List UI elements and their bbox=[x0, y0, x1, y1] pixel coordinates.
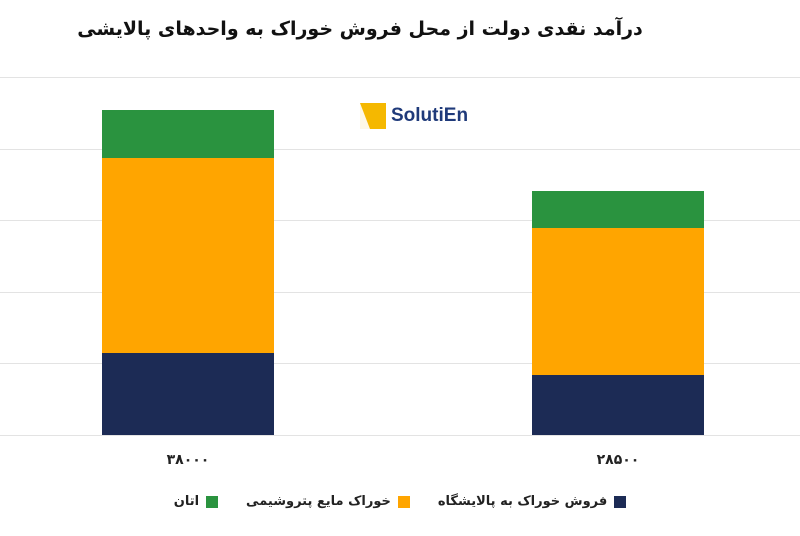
gridline bbox=[0, 291, 800, 293]
gridline bbox=[0, 435, 800, 436]
legend-swatch-icon bbox=[206, 495, 219, 508]
legend-swatch-icon bbox=[614, 495, 627, 508]
legend: فروش خوراک به پالایشگاه خوراک مایع پتروشی… bbox=[0, 494, 800, 509]
x-axis-label: ۳۸۰۰۰ bbox=[166, 452, 210, 468]
legend-item: خوراک مایع پتروشیمی bbox=[246, 494, 410, 509]
stacked-bar bbox=[102, 109, 274, 435]
legend-label: اتان bbox=[173, 494, 200, 509]
plot-area bbox=[0, 77, 800, 436]
watermark-text: SolutiEn bbox=[391, 105, 469, 126]
legend-label: خوراک مایع پتروشیمی bbox=[246, 494, 391, 509]
gridline bbox=[0, 77, 800, 78]
legend-swatch-icon bbox=[397, 495, 410, 508]
solutien-logo-icon bbox=[360, 103, 386, 129]
bar-segment bbox=[102, 109, 274, 158]
bar-segment bbox=[532, 191, 704, 228]
stacked-bar bbox=[532, 191, 704, 435]
bar-segment bbox=[102, 352, 274, 435]
chart-title: درآمد نقدی دولت از محل فروش خوراک به واح… bbox=[77, 18, 643, 40]
bar-segment bbox=[532, 375, 704, 435]
watermark-logo: SolutiEn bbox=[360, 103, 468, 129]
legend-item: اتان bbox=[173, 494, 219, 509]
x-axis-label: ۲۸۵۰۰ bbox=[596, 452, 640, 468]
gridline bbox=[0, 148, 800, 150]
gridline bbox=[0, 363, 800, 365]
legend-item: فروش خوراک به پالایشگاه bbox=[437, 494, 627, 509]
gridline bbox=[0, 220, 800, 222]
bar-segment bbox=[102, 157, 274, 353]
bar-segment bbox=[532, 228, 704, 376]
legend-label: فروش خوراک به پالایشگاه bbox=[437, 494, 608, 509]
